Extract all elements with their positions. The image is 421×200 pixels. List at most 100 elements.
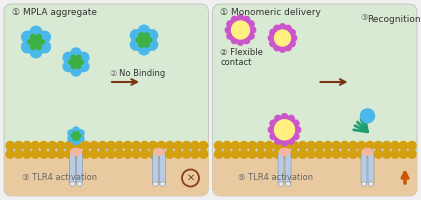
Circle shape (237, 39, 244, 45)
Circle shape (275, 138, 281, 144)
Circle shape (274, 25, 280, 32)
Circle shape (99, 141, 107, 150)
Circle shape (223, 150, 231, 158)
Circle shape (383, 150, 391, 158)
Circle shape (6, 141, 14, 150)
FancyBboxPatch shape (285, 153, 291, 183)
Circle shape (73, 59, 79, 65)
Circle shape (182, 150, 191, 158)
Circle shape (289, 40, 295, 47)
Circle shape (374, 141, 383, 150)
Circle shape (290, 141, 298, 150)
Circle shape (268, 35, 274, 41)
Circle shape (243, 37, 250, 44)
Circle shape (23, 150, 31, 158)
Circle shape (248, 21, 254, 27)
Circle shape (63, 52, 74, 63)
Circle shape (77, 130, 84, 136)
Circle shape (366, 150, 374, 158)
Circle shape (37, 34, 41, 39)
Circle shape (230, 20, 251, 40)
Circle shape (77, 135, 84, 142)
Circle shape (232, 21, 250, 39)
Circle shape (191, 150, 199, 158)
Circle shape (73, 141, 82, 150)
Circle shape (140, 150, 149, 158)
Circle shape (76, 64, 81, 69)
Circle shape (274, 30, 290, 46)
Circle shape (357, 141, 366, 150)
Circle shape (131, 30, 141, 41)
Circle shape (79, 60, 83, 64)
Circle shape (40, 141, 48, 150)
Circle shape (307, 141, 315, 150)
Ellipse shape (77, 182, 82, 186)
Circle shape (73, 127, 79, 134)
Circle shape (265, 150, 273, 158)
Circle shape (115, 141, 124, 150)
Circle shape (199, 141, 208, 150)
Circle shape (281, 114, 288, 120)
Circle shape (174, 150, 182, 158)
Circle shape (21, 31, 33, 43)
Circle shape (231, 141, 240, 150)
Circle shape (265, 141, 273, 150)
Circle shape (31, 141, 40, 150)
Circle shape (256, 141, 265, 150)
Ellipse shape (160, 182, 165, 186)
Circle shape (132, 150, 140, 158)
Circle shape (341, 141, 349, 150)
Circle shape (383, 141, 391, 150)
Circle shape (139, 44, 149, 55)
Circle shape (332, 141, 341, 150)
Circle shape (124, 141, 132, 150)
Circle shape (74, 134, 78, 138)
Circle shape (31, 150, 40, 158)
Ellipse shape (368, 182, 374, 186)
Circle shape (149, 141, 157, 150)
Circle shape (240, 150, 248, 158)
Circle shape (30, 46, 42, 58)
Ellipse shape (70, 182, 75, 186)
Circle shape (279, 46, 286, 52)
Circle shape (132, 141, 140, 150)
Circle shape (107, 141, 115, 150)
Circle shape (399, 141, 408, 150)
Text: ③: ③ (360, 13, 368, 22)
Circle shape (99, 150, 107, 158)
Circle shape (270, 133, 277, 140)
Circle shape (48, 150, 56, 158)
Circle shape (141, 37, 147, 43)
Circle shape (227, 21, 233, 27)
Circle shape (307, 150, 315, 158)
Circle shape (285, 25, 291, 32)
Circle shape (227, 33, 233, 39)
Circle shape (157, 141, 165, 150)
Circle shape (273, 118, 296, 141)
Circle shape (298, 141, 307, 150)
Circle shape (191, 141, 199, 150)
Circle shape (231, 16, 238, 23)
FancyBboxPatch shape (368, 153, 374, 183)
Circle shape (249, 27, 256, 33)
Ellipse shape (279, 148, 290, 156)
Circle shape (282, 141, 290, 150)
Circle shape (14, 150, 23, 158)
Circle shape (40, 40, 44, 44)
Circle shape (391, 141, 399, 150)
Circle shape (76, 137, 79, 140)
FancyBboxPatch shape (4, 154, 208, 196)
Circle shape (243, 16, 250, 23)
Circle shape (73, 150, 82, 158)
Circle shape (248, 141, 256, 150)
Circle shape (139, 42, 144, 47)
Circle shape (281, 140, 288, 146)
Circle shape (73, 137, 76, 140)
Circle shape (30, 26, 42, 38)
Circle shape (215, 150, 223, 158)
Ellipse shape (278, 182, 284, 186)
Circle shape (76, 132, 79, 134)
Circle shape (71, 64, 76, 69)
Circle shape (147, 38, 152, 42)
Circle shape (69, 60, 73, 64)
